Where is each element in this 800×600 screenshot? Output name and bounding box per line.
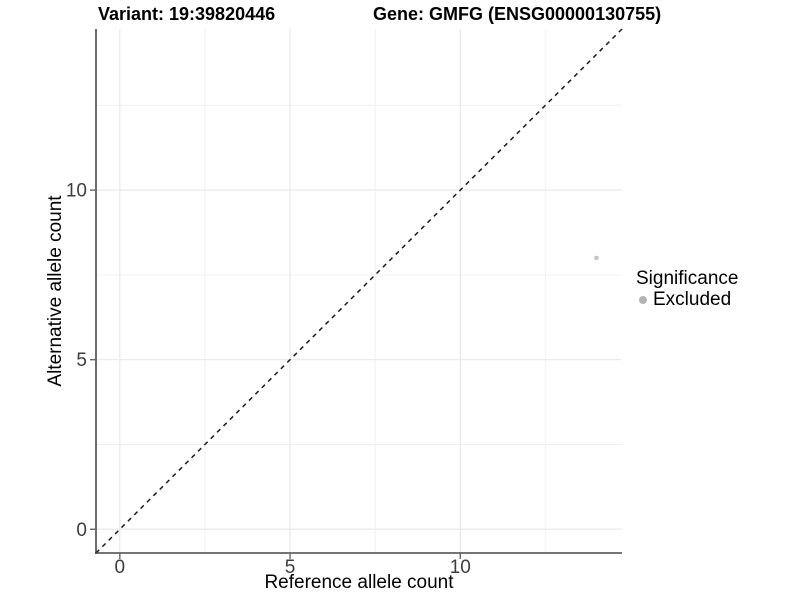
identity-line bbox=[95, 28, 623, 554]
data-point bbox=[594, 255, 599, 261]
y-axis-title: Alternative allele count bbox=[45, 195, 66, 387]
x-axis-title: Reference allele count bbox=[264, 572, 454, 593]
y-tick-label: 0 bbox=[76, 520, 87, 541]
x-tick-label: 10 bbox=[450, 557, 471, 578]
legend: Significance Excluded bbox=[636, 268, 738, 310]
x-tick-label: 0 bbox=[115, 557, 126, 578]
y-tick-label: 10 bbox=[66, 181, 87, 202]
gene-title: Gene: GMFG (ENSG00000130755) bbox=[373, 4, 662, 24]
legend-item-label: Excluded bbox=[653, 289, 732, 310]
y-tick-label: 5 bbox=[76, 350, 87, 371]
x-tick-label: 5 bbox=[285, 557, 296, 578]
variant-title: Variant: 19:39820446 bbox=[98, 4, 276, 24]
legend-item-excluded: Excluded bbox=[636, 289, 738, 310]
legend-title: Significance bbox=[636, 268, 739, 289]
legend-key-dot bbox=[639, 295, 647, 304]
